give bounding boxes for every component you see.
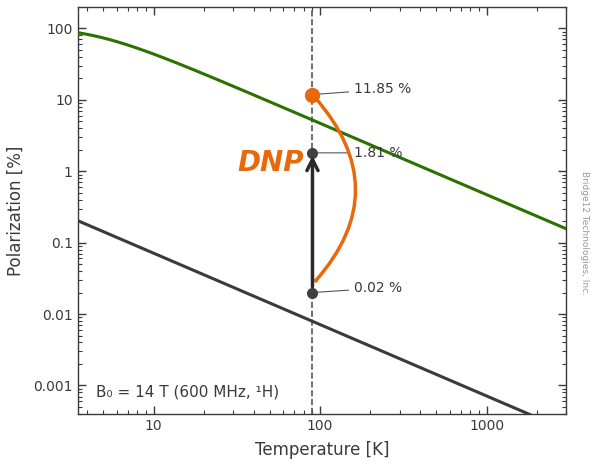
Text: DNP: DNP bbox=[238, 149, 304, 177]
Text: 11.85 %: 11.85 % bbox=[315, 82, 412, 96]
Y-axis label: Polarization [%]: Polarization [%] bbox=[7, 145, 25, 275]
Text: B₀ = 14 T (600 MHz, ¹H): B₀ = 14 T (600 MHz, ¹H) bbox=[96, 384, 279, 399]
Text: 0.02 %: 0.02 % bbox=[315, 281, 402, 295]
X-axis label: Temperature [K]: Temperature [K] bbox=[254, 441, 389, 459]
FancyArrowPatch shape bbox=[314, 96, 356, 281]
Text: Bridge12 Technologies, Inc.: Bridge12 Technologies, Inc. bbox=[581, 171, 589, 295]
Text: 1.81 %: 1.81 % bbox=[315, 146, 403, 160]
